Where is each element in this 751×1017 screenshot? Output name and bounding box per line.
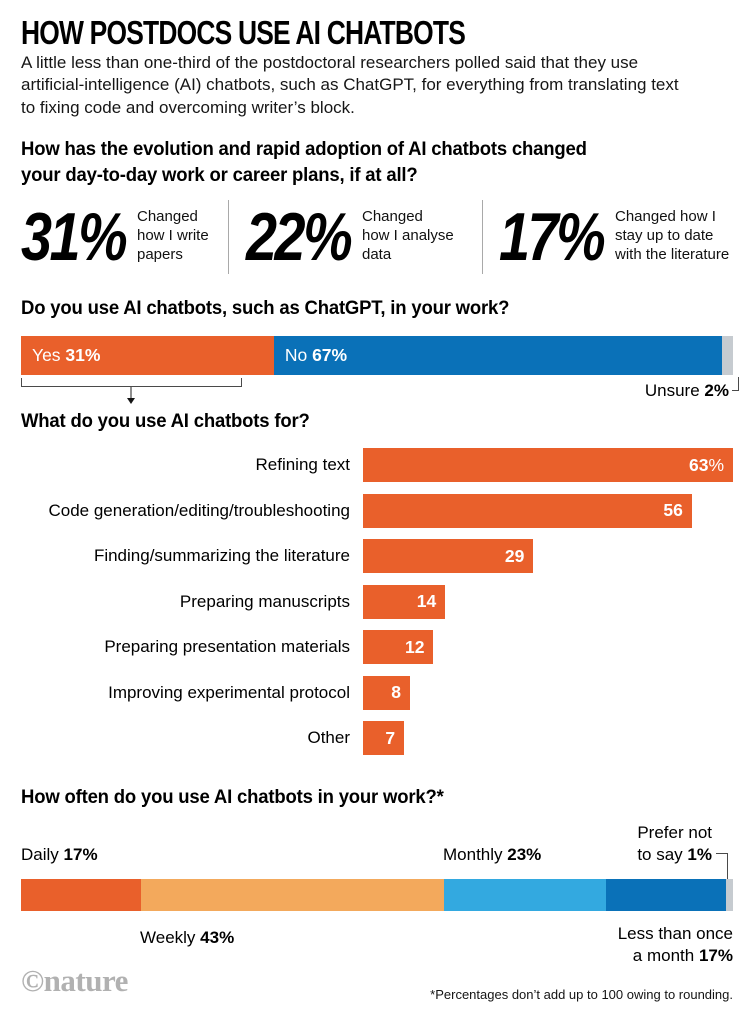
usage-stacked-bar: Yes 31% No 67% [21, 336, 733, 375]
callout-monthly: Monthly 23% [443, 845, 541, 865]
row-label: Other [307, 728, 350, 747]
unsure-label: Unsure [644, 381, 700, 400]
purposes-question-heading: What do you use AI chatbots for? [21, 410, 310, 432]
page-title: HOW POSTDOCS USE AI CHATBOTS [21, 14, 466, 51]
callout-weekly: Weekly 43% [140, 928, 234, 948]
bar: 12 [363, 630, 434, 664]
stat-label: Changed how I write papers [137, 208, 209, 263]
row-label: Improving experimental protocol [108, 682, 350, 702]
stat-value: 22% [246, 199, 353, 275]
callout-less-value: 17% [698, 946, 733, 965]
prefer-connector-line [716, 853, 728, 879]
usage-segment-unsure [721, 336, 733, 375]
callout-monthly-label: Monthly [443, 845, 503, 864]
chart-row: Preparing manuscripts 14 [21, 584, 733, 619]
copyright-icon: © [21, 963, 44, 998]
frequency-segment-daily [21, 879, 141, 911]
stat-value: 31% [21, 199, 128, 275]
callout-prefer-not-to-say: Prefer not to say 1% [637, 822, 712, 866]
chart-row: Refining text 63% [21, 448, 733, 482]
adoption-question-heading: How has the evolution and rapid adoption… [21, 138, 587, 186]
arrow-down-icon [126, 398, 135, 404]
callout-prefer-line2: to say [637, 845, 683, 864]
usage-segment-yes: Yes 31% [21, 336, 274, 375]
yes-segment-bracket [21, 378, 242, 387]
bar-track: 29 [363, 539, 733, 573]
segment-label: Yes 31% [32, 345, 101, 365]
callout-prefer-line1: Prefer not [637, 823, 712, 842]
row-label: Finding/summarizing the literature [93, 546, 350, 565]
frequency-segment-prefer-not-to-say [725, 879, 733, 911]
callout-daily-value: 17% [63, 845, 98, 864]
nature-logo: ©nature [21, 964, 128, 998]
bar-track: 14 [363, 584, 733, 619]
callout-weekly-value: 43% [200, 928, 235, 947]
bar: 63% [363, 448, 733, 482]
bar-track: 8 [363, 675, 733, 710]
callout-less-line2: a month [632, 946, 695, 965]
stat-item: 31% Changed how I write papers [21, 200, 228, 274]
usage-stacked-chart: Yes 31% No 67% Unsure 2% [21, 336, 739, 411]
callout-daily: Daily 17% [21, 845, 98, 865]
frequency-segment-weekly [140, 879, 444, 911]
segment-label: No 67% [284, 345, 348, 365]
frequency-segment-monthly [443, 879, 607, 911]
row-label: Preparing presentation materials [104, 637, 350, 656]
usage-segment-no: No 67% [273, 336, 722, 375]
callout-monthly-value: 23% [507, 845, 542, 864]
row-label: Preparing manuscripts [179, 591, 350, 611]
bar-value-suffix: % [708, 454, 724, 475]
callout-less-than-once: Less than once a month 17% [618, 923, 733, 967]
frequency-stacked-chart: Daily 17% Monthly 23% Prefer not to say … [21, 820, 733, 980]
bar: 14 [363, 584, 446, 619]
callout-weekly-label: Weekly [140, 928, 196, 947]
bar: 8 [363, 675, 410, 710]
bar-track: 56 [363, 493, 733, 528]
frequency-question-heading: How often do you use AI chatbots in your… [21, 786, 444, 808]
stat-label: Changed how I analyse data [362, 208, 454, 263]
chart-row: Code generation/editing/troubleshooting 5… [21, 493, 733, 528]
rounding-footnote: *Percentages don’t add up to 100 owing t… [430, 987, 733, 1002]
stat-value: 17% [499, 199, 606, 275]
unsure-value: 2% [704, 381, 729, 400]
bar: 29 [363, 539, 534, 573]
bar-value: 7 [385, 727, 396, 748]
chart-row: Improving experimental protocol 8 [21, 675, 733, 710]
intro-text: A little less than one-third of the post… [21, 53, 679, 117]
bar-value: 63 [688, 454, 709, 475]
unsure-callout: Unsure 2% [645, 381, 729, 401]
chart-row: Finding/summarizing the literature 29 [21, 539, 733, 573]
stat-item: 22% Changed how I analyse data [228, 200, 482, 274]
bar-value: 14 [416, 591, 437, 611]
unsure-connector-line [732, 377, 739, 391]
frequency-segment-less-than-once-a-month [606, 879, 726, 911]
callout-less-line1: Less than once [617, 924, 733, 943]
bar-value: 56 [663, 500, 683, 520]
row-label: Code generation/editing/troubleshooting [48, 500, 350, 520]
callout-prefer-value: 1% [687, 845, 712, 864]
bar-track: 7 [363, 721, 733, 755]
bar-track: 12 [363, 630, 733, 664]
big-number-stats-row: 31% Changed how I write papers 22% Changed how… [21, 200, 733, 274]
bar-track: 63% [363, 448, 733, 482]
frequency-stacked-bar [21, 879, 733, 911]
bar-value: 8 [391, 682, 401, 702]
usage-question-heading: Do you use AI chatbots, such as ChatGPT,… [21, 297, 510, 319]
callout-daily-label: Daily [21, 845, 59, 864]
nature-logo-text: nature [43, 963, 129, 998]
purposes-bar-chart: Refining text 63% Code generation/editing/… [21, 448, 733, 767]
chart-row: Other 7 [21, 721, 733, 755]
bar: 7 [363, 721, 405, 755]
arrow-down-stem [130, 387, 132, 398]
chart-row: Preparing presentation materials 12 [21, 630, 733, 664]
bar-value: 12 [405, 636, 425, 657]
bar: 56 [363, 493, 692, 528]
row-label: Refining text [255, 455, 351, 474]
bar-value: 29 [504, 545, 525, 566]
